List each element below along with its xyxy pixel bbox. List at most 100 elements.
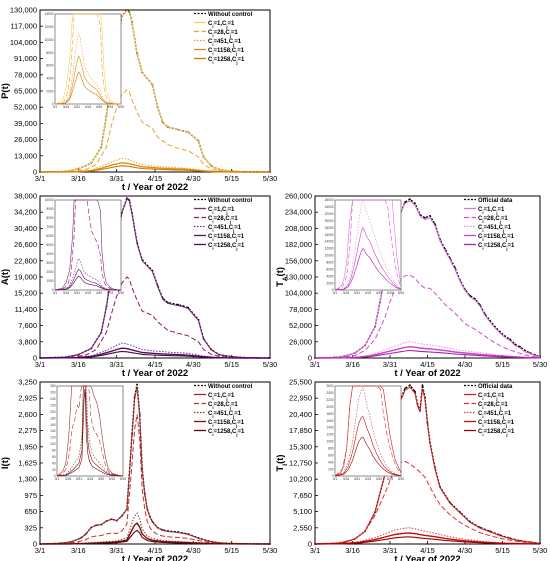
x-tick-label: 3/1 <box>35 546 45 555</box>
inset-x-tick-label: 5/15 <box>107 291 113 295</box>
y-tick-label: 0 <box>33 354 37 363</box>
label-part: =1 <box>238 429 246 435</box>
label-part: =1,C <box>214 207 228 213</box>
legend-label: Ci=1,Cj=1 <box>478 207 505 215</box>
y-tick-label: 3,800 <box>18 337 37 346</box>
label-subscript: j <box>499 219 501 224</box>
y-tick-label: 2,925 <box>18 394 37 403</box>
label-subscript: i <box>482 414 483 419</box>
label-subscript: j <box>225 396 227 401</box>
inset-x-tick-label: 5/15 <box>387 291 393 295</box>
inset-y-tick-label: 220 <box>50 403 56 407</box>
label-part: =28,C <box>214 402 231 408</box>
inset-y-tick-label: 40 <box>52 461 56 465</box>
label-part: C <box>208 30 213 36</box>
legend-label: Ci=1,Cj=1 <box>208 207 235 215</box>
x-tick-label: 4/30 <box>186 174 201 183</box>
y-tick-label: 234,000 <box>285 208 312 217</box>
label-part: T <box>275 281 286 287</box>
y-tick-label: 0 <box>308 540 312 549</box>
inset-y-tick-label: 4000 <box>46 76 53 80</box>
y-tick-label: 26,000 <box>289 337 312 346</box>
x-tick-label: 4/30 <box>186 360 201 369</box>
label-part: C <box>208 402 213 408</box>
inset-y-tick-label: 6000 <box>46 234 53 238</box>
x-tick-label: 4/30 <box>458 546 473 555</box>
inset-y-tick-label: 22000 <box>325 212 334 216</box>
label-part: C <box>208 48 213 54</box>
chart-panel-1: 0 13,000 26,000 39,000 52,000 65,000 78,000 91,… <box>0 6 277 194</box>
x-tick-label: 3/16 <box>345 360 360 369</box>
label-part: =1158,C <box>484 420 507 426</box>
label-part: C <box>478 411 483 417</box>
legend-label: Ci=1,Cj=1 <box>478 393 505 401</box>
x-tick-label: 3/31 <box>383 546 398 555</box>
y-tick-label: 182,000 <box>285 240 312 249</box>
inset-y-tick-label: 24000 <box>325 205 334 209</box>
inset-chart: 0 2000 4000 6000 8000 10000 12000 14000 16000 180… <box>325 198 405 295</box>
inset-x-tick-label: 5/30 <box>118 105 124 109</box>
inset-x-tick-label: 3/16 <box>343 291 349 295</box>
legend-label: Ci=1158,Cj=1 <box>208 234 245 242</box>
inset-chart: 0 1000 2000 3000 4000 5000 6000 7000 8000 9000 100… <box>45 198 125 295</box>
inset-y-tick-label: 14000 <box>45 12 54 16</box>
label-part: C <box>478 243 483 249</box>
inset-y-tick-label: 200 <box>50 410 56 414</box>
y-tick-label: 78,000 <box>14 70 37 79</box>
inset-x-tick-label: 4/15 <box>87 477 93 481</box>
legend-label: Ci=1,Cj=1 <box>208 393 235 401</box>
inset-y-tick-label: 280 <box>50 384 56 388</box>
legend-label: Ci=451,Cj=1 <box>208 411 242 419</box>
inset-frame <box>54 199 122 291</box>
label-part: =1 <box>504 225 512 231</box>
label-part: C <box>208 429 213 435</box>
series-line-6 <box>39 529 270 545</box>
label-part: =1 <box>507 234 515 240</box>
label-part: =451,C <box>214 225 234 231</box>
legend-label: Ci=1158,Cj=1 <box>478 420 515 428</box>
inset-series-line-4 <box>54 32 122 105</box>
label-part: C <box>208 411 213 417</box>
legend-label: Ci=1258,Cj=1 <box>478 429 515 437</box>
inset-y-tick-label: 2000 <box>46 270 53 274</box>
label-part: =1258,C <box>214 243 238 249</box>
inset-x-tick-label: 5/15 <box>109 477 115 481</box>
label-part: =1 <box>234 39 242 45</box>
y-tick-label: 650 <box>24 507 37 516</box>
legend-label: Ci=451,Cj=1 <box>478 411 512 419</box>
label-part: =451,C <box>484 411 504 417</box>
x-tick-label: 3/31 <box>383 360 398 369</box>
label-subscript: j <box>235 237 237 242</box>
label-part: =1,C <box>214 21 228 27</box>
label-subscript: j <box>235 423 237 428</box>
inset-y-tick-label: 60 <box>52 455 56 459</box>
inset-x-tick-label: 3/16 <box>63 105 69 109</box>
legend-label: Ci=1158,Cj=1 <box>208 48 245 56</box>
label-subscript: i <box>212 42 213 47</box>
x-tick-label: 3/1 <box>35 174 45 183</box>
inset-y-tick-label: 3000 <box>46 261 53 265</box>
y-axis-title: TA(t) <box>275 267 289 287</box>
inset-y-tick-label: 100 <box>50 442 56 446</box>
label-part: =1 <box>498 393 506 399</box>
inset-y-tick-label: 4000 <box>326 274 333 278</box>
label-subscript: j <box>235 432 237 437</box>
data-point <box>414 390 416 393</box>
inset-x-tick-label: 5/15 <box>387 477 393 481</box>
label-part: =451,C <box>214 411 234 417</box>
label-part: C <box>478 234 483 240</box>
label-part: Official data <box>478 384 513 390</box>
y-tick-label: 26,600 <box>14 240 37 249</box>
y-tick-label: 7,650 <box>293 491 312 500</box>
legend-label: Without control <box>208 12 253 18</box>
label-part: =1158,C <box>214 48 237 54</box>
label-subscript: i <box>482 228 483 233</box>
inset-y-tick-label: 2000 <box>46 89 53 93</box>
y-tick-label: 0 <box>308 354 312 363</box>
y-tick-label: 0 <box>33 540 37 549</box>
inset-y-tick-label: 16000 <box>325 233 334 237</box>
label-part: =1 <box>237 420 245 426</box>
label-part: C <box>208 207 213 213</box>
x-tick-label: 5/15 <box>224 174 239 183</box>
inset-y-tick-label: 1200 <box>326 433 333 437</box>
